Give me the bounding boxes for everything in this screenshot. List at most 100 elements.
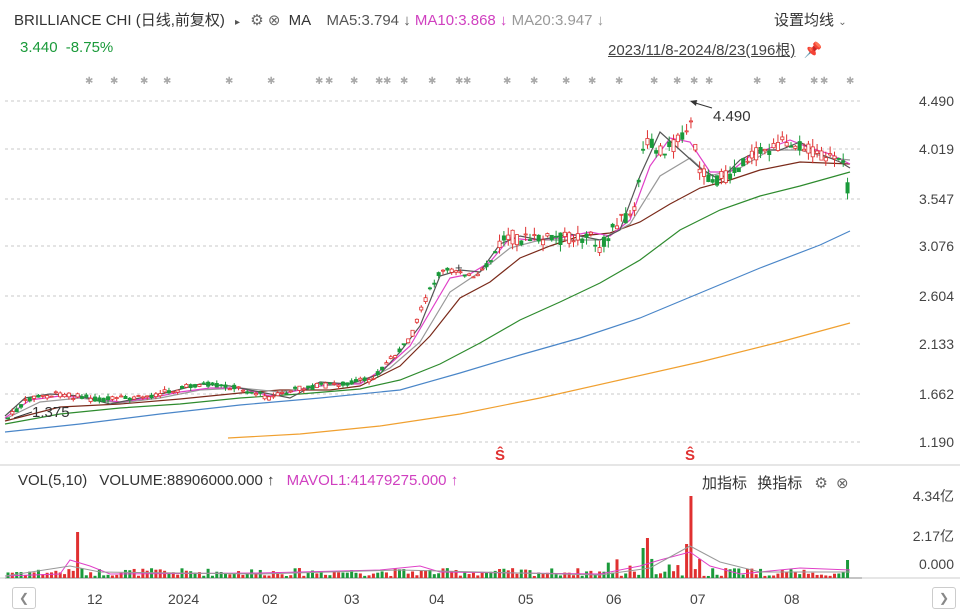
volume-bar xyxy=(837,573,841,578)
candle-body xyxy=(471,276,476,279)
candle-body xyxy=(810,146,815,158)
volume-bar xyxy=(519,569,523,578)
volume-bar xyxy=(802,569,806,578)
candle-body xyxy=(549,234,554,241)
volume-bar xyxy=(715,574,719,578)
volume-bar xyxy=(237,571,241,578)
mavol5-line xyxy=(4,551,851,577)
candle-body xyxy=(179,386,184,389)
chevron-left-icon[interactable]: ❮ xyxy=(12,587,36,609)
ma20-value: MA20:3.947 xyxy=(511,12,593,29)
candle-body xyxy=(771,142,776,149)
volume-bar xyxy=(280,574,284,578)
volume-bar xyxy=(428,569,432,578)
play-icon[interactable]: ▸ xyxy=(235,17,241,28)
candle-body xyxy=(280,392,285,394)
change-percent: -8.75% xyxy=(65,39,114,56)
event-marker-icon: ✱ xyxy=(705,76,713,87)
candle-body xyxy=(306,385,311,389)
indicator-name: MA xyxy=(288,12,311,29)
close-icon[interactable]: ⊗ xyxy=(836,475,849,492)
volume-bar xyxy=(271,571,275,578)
candle-body xyxy=(797,141,802,151)
candle-body xyxy=(371,377,376,380)
ma-settings-button[interactable]: 设置均线 ⌄ xyxy=(774,9,847,30)
add-indicator-button[interactable]: 加指标 xyxy=(702,475,748,492)
volume-bar xyxy=(445,568,449,578)
candle-body xyxy=(397,348,402,353)
volume-bar xyxy=(367,575,371,578)
candle-body xyxy=(410,329,415,337)
volume-bar xyxy=(628,565,632,578)
gear-icon[interactable]: ⚙ xyxy=(814,475,828,492)
volume-axis-label: 2.17亿 xyxy=(912,528,954,544)
candle-body xyxy=(728,173,733,180)
event-marker-icon: ✱ xyxy=(778,76,786,87)
candle-body xyxy=(541,239,546,246)
volume-bar xyxy=(232,573,236,578)
volume-bar xyxy=(580,575,584,578)
volume-bar xyxy=(632,571,636,578)
ma250-line xyxy=(227,322,851,439)
volume-bar xyxy=(145,570,149,578)
volume-bar xyxy=(532,575,536,578)
volume-bar xyxy=(224,572,227,578)
event-marker-icon: ✱ xyxy=(85,76,93,87)
candle-body xyxy=(262,395,267,400)
volume-bar xyxy=(219,572,223,578)
x-axis-label: 07 xyxy=(690,591,706,607)
candle-body xyxy=(554,235,559,238)
volume-bar xyxy=(819,574,823,578)
pin-icon[interactable]: 📌 xyxy=(803,42,823,59)
volume-bar xyxy=(728,569,732,578)
switch-indicator-button[interactable]: 换指标 xyxy=(757,475,803,492)
candle-body xyxy=(75,393,80,398)
volume-bar xyxy=(419,570,423,578)
gear-icon[interactable]: ⚙ xyxy=(250,12,264,29)
candle-body xyxy=(97,397,102,402)
candle-body xyxy=(723,170,728,183)
candle-body xyxy=(406,338,411,344)
volume-bar xyxy=(315,573,319,578)
candle-body xyxy=(323,382,328,389)
candle-body xyxy=(675,134,680,143)
candle-body xyxy=(188,384,193,389)
candle-body xyxy=(654,150,659,154)
volume-bar xyxy=(811,572,815,578)
volume-bar xyxy=(785,572,789,578)
volume-bar xyxy=(471,572,475,578)
candle-body xyxy=(762,148,767,152)
candle-body xyxy=(558,232,563,245)
candle-body xyxy=(736,167,741,173)
volume-bar xyxy=(84,575,88,578)
candle-body xyxy=(845,182,850,194)
x-axis-label: 08 xyxy=(784,591,800,607)
volume-bar xyxy=(763,575,767,578)
close-icon[interactable]: ⊗ xyxy=(267,12,281,29)
candle-body xyxy=(49,395,54,398)
volume-bar xyxy=(624,573,628,578)
candle-body xyxy=(462,274,467,277)
candle-body xyxy=(110,396,115,400)
x-axis-label: 12 xyxy=(87,591,103,607)
volume-bar xyxy=(328,575,332,578)
candle-body xyxy=(23,399,28,401)
candlesticks xyxy=(6,117,850,420)
candle-body xyxy=(793,145,798,149)
volume-bar xyxy=(167,572,171,578)
volume-bar xyxy=(202,575,206,578)
candle-body xyxy=(45,395,50,399)
candle-body xyxy=(119,395,124,398)
volume-bar xyxy=(50,572,53,578)
candle-body xyxy=(623,213,628,224)
candle-body xyxy=(349,380,354,385)
event-marker-icon: ✱ xyxy=(463,76,471,87)
candle-body xyxy=(606,238,611,242)
candle-body xyxy=(32,395,37,399)
price-axis-label: 4.490 xyxy=(918,93,954,109)
candle-body xyxy=(175,389,180,393)
chevron-right-icon[interactable]: ❯ xyxy=(932,587,956,609)
candle-body xyxy=(710,179,715,183)
x-axis-label: 06 xyxy=(606,591,622,607)
